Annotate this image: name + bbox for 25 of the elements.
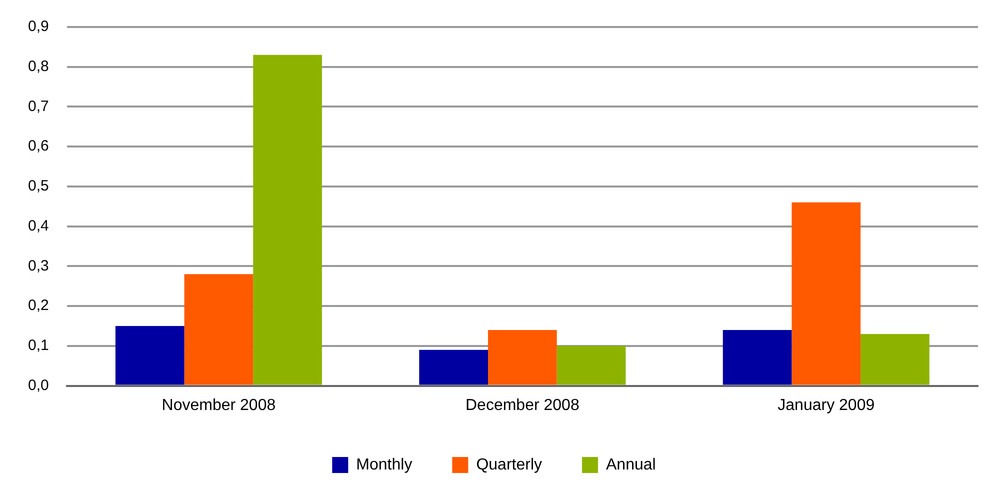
bar bbox=[419, 350, 488, 385]
bar bbox=[722, 330, 792, 385]
legend-label: Annual bbox=[606, 456, 656, 474]
bar bbox=[184, 274, 254, 385]
x-tick-label: January 2009 bbox=[778, 396, 875, 414]
y-tick-label: 0,5 bbox=[28, 178, 49, 195]
y-tick-label: 0,2 bbox=[28, 297, 49, 314]
y-tick-label: 0,4 bbox=[28, 217, 49, 234]
bar bbox=[556, 346, 626, 385]
bar bbox=[253, 54, 322, 385]
y-tick-label: 0,3 bbox=[28, 257, 49, 274]
bar bbox=[115, 326, 184, 385]
y-tick-label: 0,8 bbox=[28, 58, 49, 76]
y-tick-label: 0,0 bbox=[28, 376, 49, 394]
bar bbox=[488, 330, 557, 385]
bar bbox=[860, 334, 930, 385]
y-tick-label: 0,9 bbox=[28, 18, 49, 36]
y-tick-label: 0,7 bbox=[28, 98, 49, 115]
y-tick-label: 0,6 bbox=[28, 138, 49, 155]
bar bbox=[792, 202, 861, 385]
legend-label: Monthly bbox=[356, 456, 412, 474]
legend-label: Quarterly bbox=[476, 456, 542, 474]
x-tick-label: November 2008 bbox=[162, 396, 276, 414]
x-tick-label: December 2008 bbox=[466, 396, 580, 414]
y-tick-label: 0,1 bbox=[28, 337, 49, 354]
